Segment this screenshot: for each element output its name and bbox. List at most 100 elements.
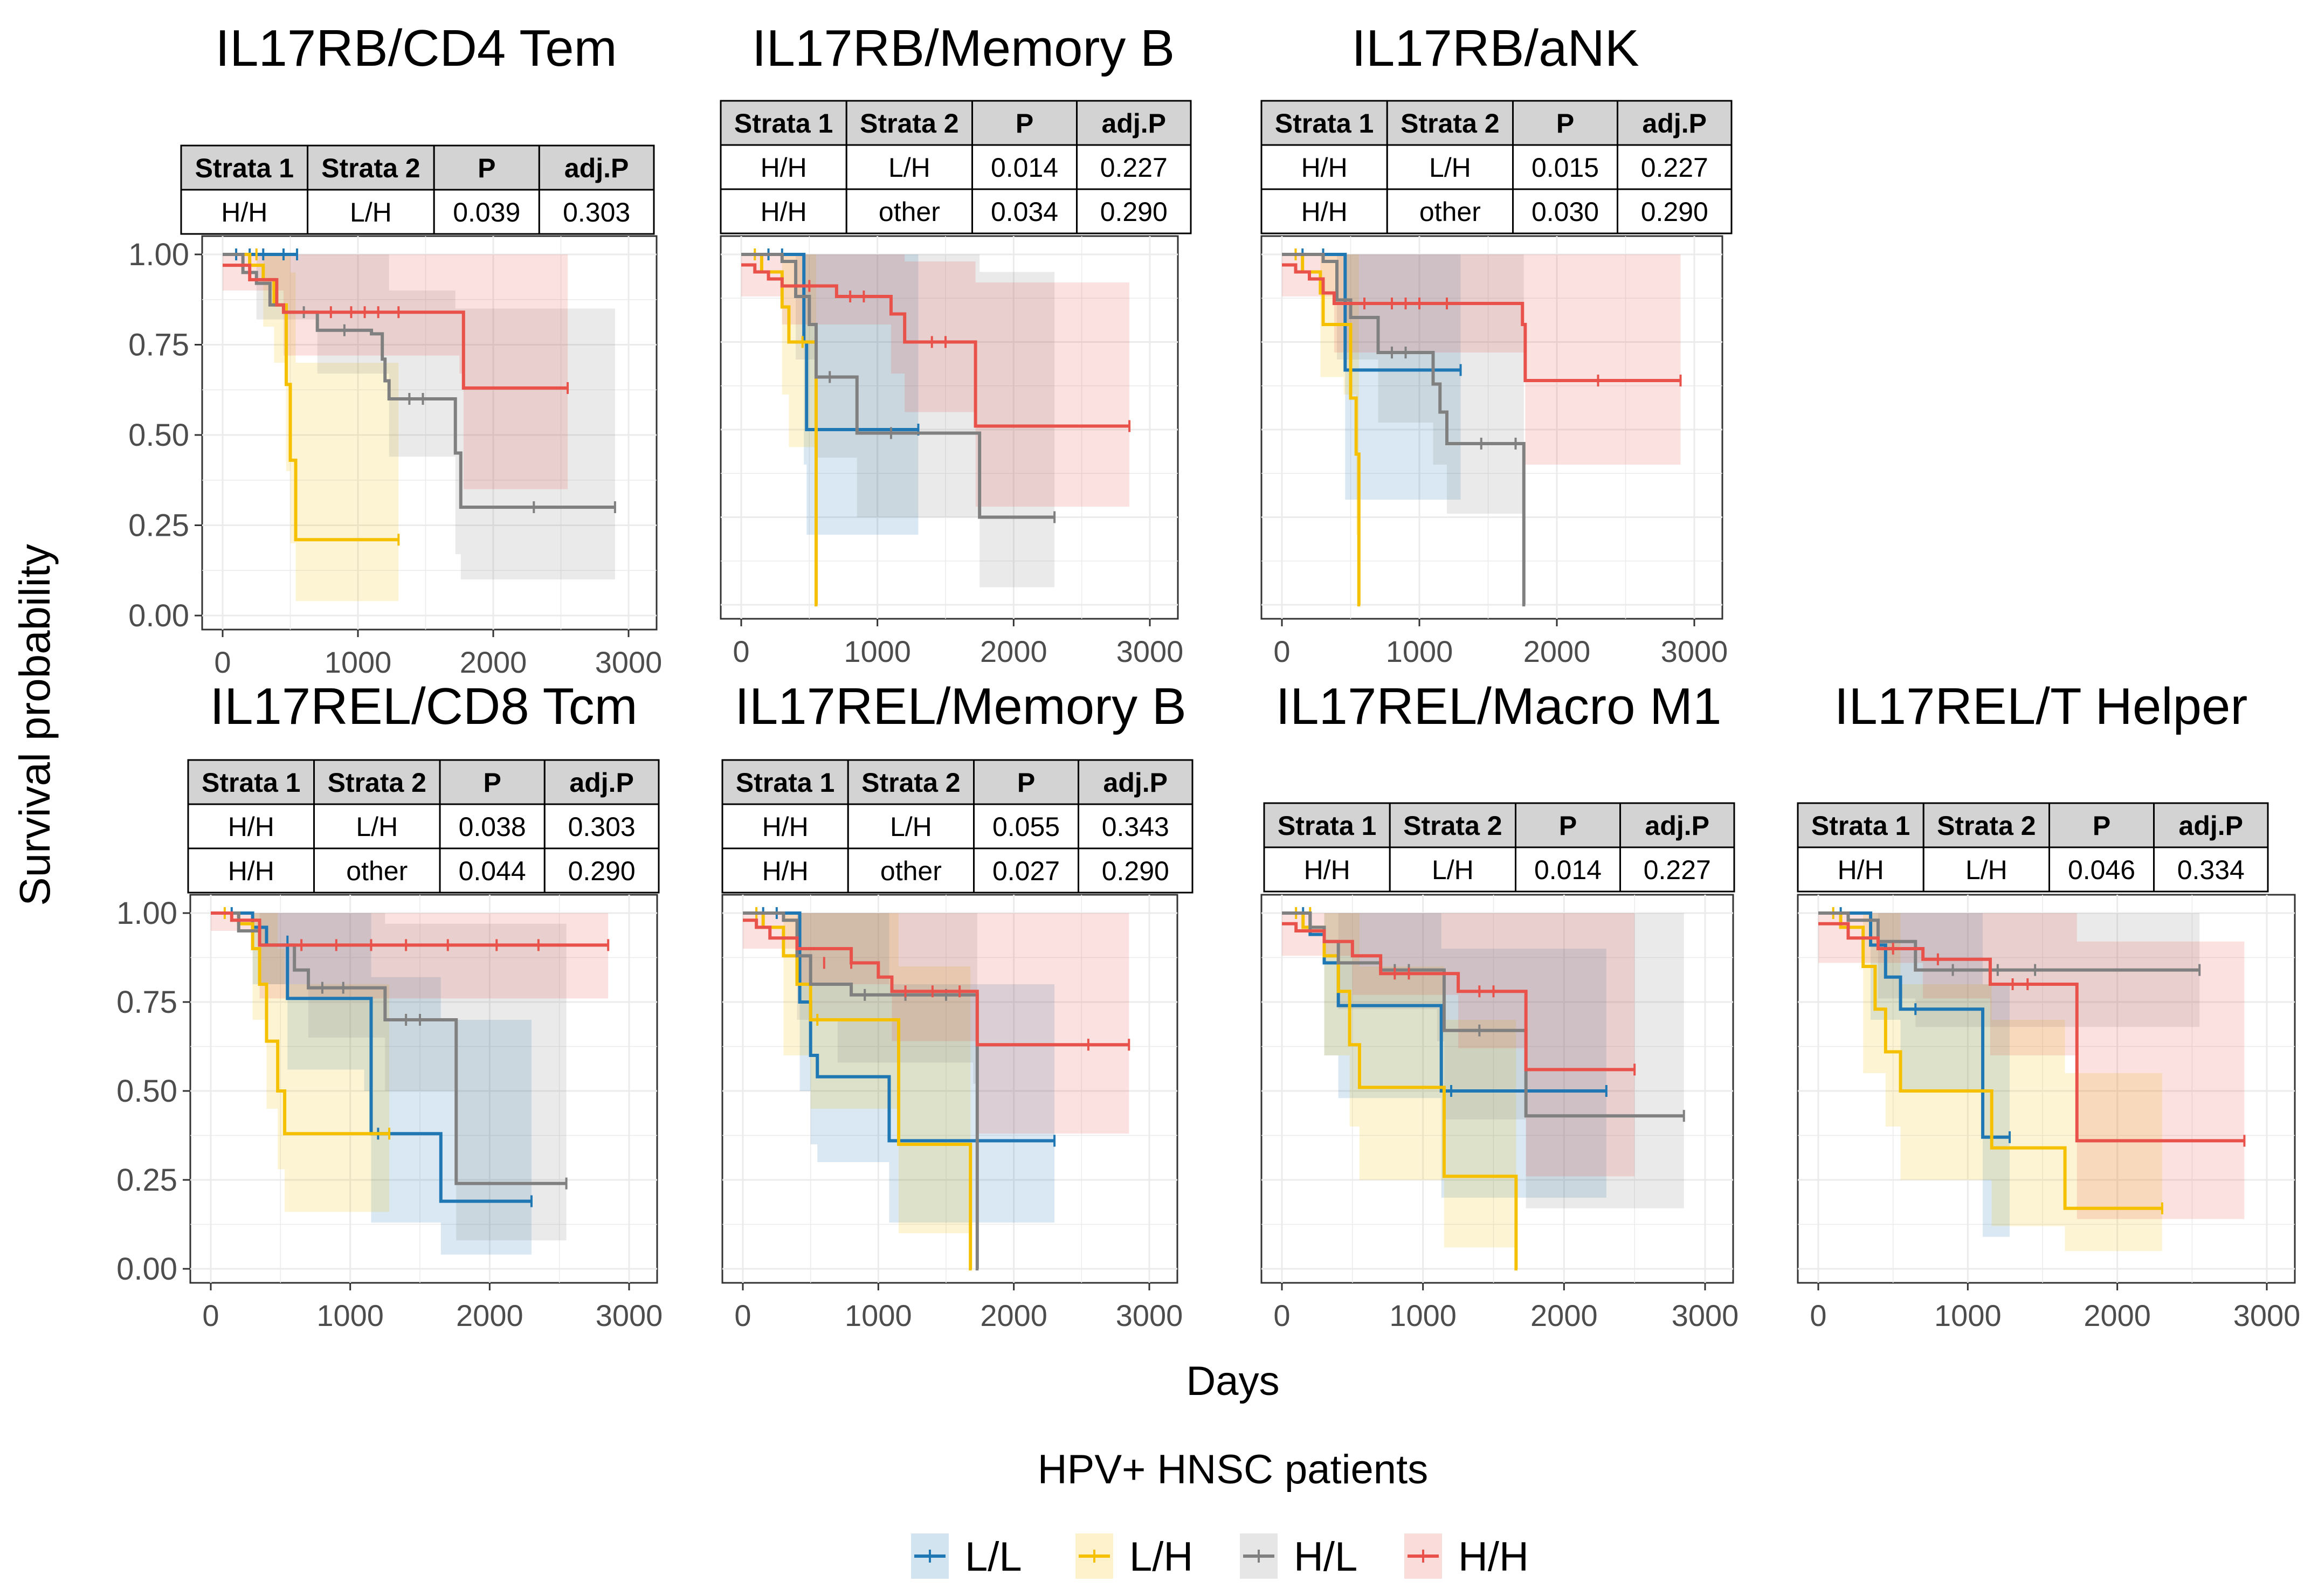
plot-contents	[743, 907, 1130, 1270]
table-cell	[543, 847, 660, 894]
x-tick-label: 2000	[460, 645, 527, 679]
table-header-text: Strata 2	[1937, 811, 2036, 841]
table-cell	[971, 188, 1078, 234]
table-cell	[313, 847, 441, 894]
y-tick-label: 0.25	[128, 508, 189, 543]
table-header-cell	[1078, 759, 1194, 805]
x-tick-label: 1000	[325, 645, 392, 679]
y-axis-label: Survival probability	[11, 544, 59, 906]
table-cell	[1263, 846, 1391, 893]
table-header-text: Strata 2	[1401, 108, 1499, 139]
table-header-text: adj.P	[1103, 768, 1168, 798]
confidence-band-hl	[1282, 913, 1684, 1208]
table-cell-text: H/H	[761, 153, 807, 183]
table-header-cell	[1076, 100, 1192, 146]
table-header-text: Strata 1	[202, 768, 300, 798]
table-cell-text: H/H	[228, 812, 274, 842]
table-header-cell	[1260, 100, 1388, 146]
table-cell-text: 0.334	[2177, 855, 2245, 885]
survival-curve-hh	[741, 263, 1130, 428]
table-header-cell	[538, 144, 655, 191]
table-header-text: P	[1016, 108, 1033, 139]
table-cell-text: 0.014	[991, 153, 1058, 183]
table-header-text: Strata 2	[1403, 811, 1502, 841]
table-header-cell	[973, 759, 1080, 805]
table-cell-text: H/H	[228, 856, 274, 886]
y-tick-label: 0.00	[116, 1252, 177, 1287]
table-cell-text: 0.044	[459, 856, 526, 886]
table-header-text: P	[2093, 811, 2110, 841]
survival-curve-hh	[223, 264, 568, 390]
table-cell	[180, 189, 309, 235]
x-axis-label: Days	[1186, 1358, 1279, 1404]
table-cell-text: L/H	[356, 812, 398, 842]
survival-curve-hl	[211, 911, 567, 1185]
panel-title: IL17RB/CD4 Tem	[215, 19, 617, 77]
plot-area	[189, 894, 658, 1284]
table-header-text: adj.P	[2179, 811, 2243, 841]
table-header-text: Strata 2	[328, 768, 426, 798]
table-header-cell	[1617, 100, 1733, 146]
panel-title: IL17REL/T Helper	[1834, 678, 2248, 735]
x-tick-label: 1000	[844, 634, 911, 668]
table-cell	[1260, 188, 1388, 234]
x-tick-label: 0	[1810, 1298, 1826, 1332]
x-tick-label: 3000	[595, 645, 663, 679]
panel-title: IL17REL/Memory B	[735, 678, 1186, 735]
survival-curve-hl	[223, 253, 615, 509]
confidence-band-ll	[1818, 913, 2010, 1237]
plot-area	[1260, 894, 1734, 1284]
table-cell	[973, 847, 1080, 894]
table-cell-text: 0.303	[563, 197, 630, 227]
table-header-cell	[187, 759, 315, 805]
x-tick-label: 0	[214, 645, 231, 679]
confidence-band-ll	[1282, 254, 1461, 500]
table-cell	[847, 803, 975, 849]
table-header-text: Strata 1	[1278, 811, 1376, 841]
panel-title: IL17RB/Memory B	[752, 19, 1175, 77]
table-cell	[1922, 846, 2051, 893]
table-header-text: adj.P	[564, 153, 629, 183]
y-tick-label: 0.75	[116, 985, 177, 1020]
y-tick-label: 0.75	[128, 328, 189, 363]
table-header-text: adj.P	[1102, 108, 1166, 139]
table-cell-text: L/H	[1429, 153, 1471, 183]
confidence-band-ll	[741, 254, 919, 535]
x-tick-label: 3000	[1661, 634, 1728, 668]
table-cell-text: other	[879, 197, 940, 227]
confidence-band-hl	[1282, 254, 1524, 514]
x-tick-label: 2000	[1530, 1298, 1598, 1332]
table-header-cell	[845, 100, 974, 146]
confidence-band-lh	[741, 254, 816, 447]
x-tick-label: 1000	[1386, 634, 1453, 668]
confidence-band-hh	[1282, 254, 1681, 465]
table-cell	[1386, 188, 1514, 234]
table-cell-text: 0.014	[1534, 855, 1602, 885]
table-cell	[845, 144, 974, 190]
legend-label: L/L	[965, 1534, 1022, 1580]
x-tick-label: 0	[733, 634, 749, 668]
x-tick-label: 1000	[1934, 1298, 2002, 1332]
confidence-band-hh	[743, 913, 1129, 1134]
confidence-band-lh	[223, 254, 399, 602]
table-cell-text: 0.227	[1641, 153, 1708, 183]
table-header-cell	[1512, 100, 1619, 146]
table-cell-text: H/H	[762, 856, 809, 886]
confidence-band-ll	[1282, 913, 1606, 1198]
x-tick-label: 1000	[1389, 1298, 1457, 1332]
plot-contents	[741, 248, 1131, 606]
table-cell-text: H/H	[761, 197, 807, 227]
confidence-band-hl	[741, 254, 1055, 588]
table-cell	[439, 847, 546, 894]
table-cell-text: L/H	[890, 812, 932, 842]
plot-contents	[1282, 907, 1685, 1270]
x-tick-label: 0	[734, 1298, 751, 1332]
legend: L/L L/H H/L H/H	[911, 1533, 1529, 1580]
survival-curve-hh	[1282, 263, 1681, 382]
table-header-text: Strata 2	[321, 153, 420, 183]
legend-label: H/H	[1458, 1534, 1529, 1580]
table-cell	[2153, 846, 2269, 893]
